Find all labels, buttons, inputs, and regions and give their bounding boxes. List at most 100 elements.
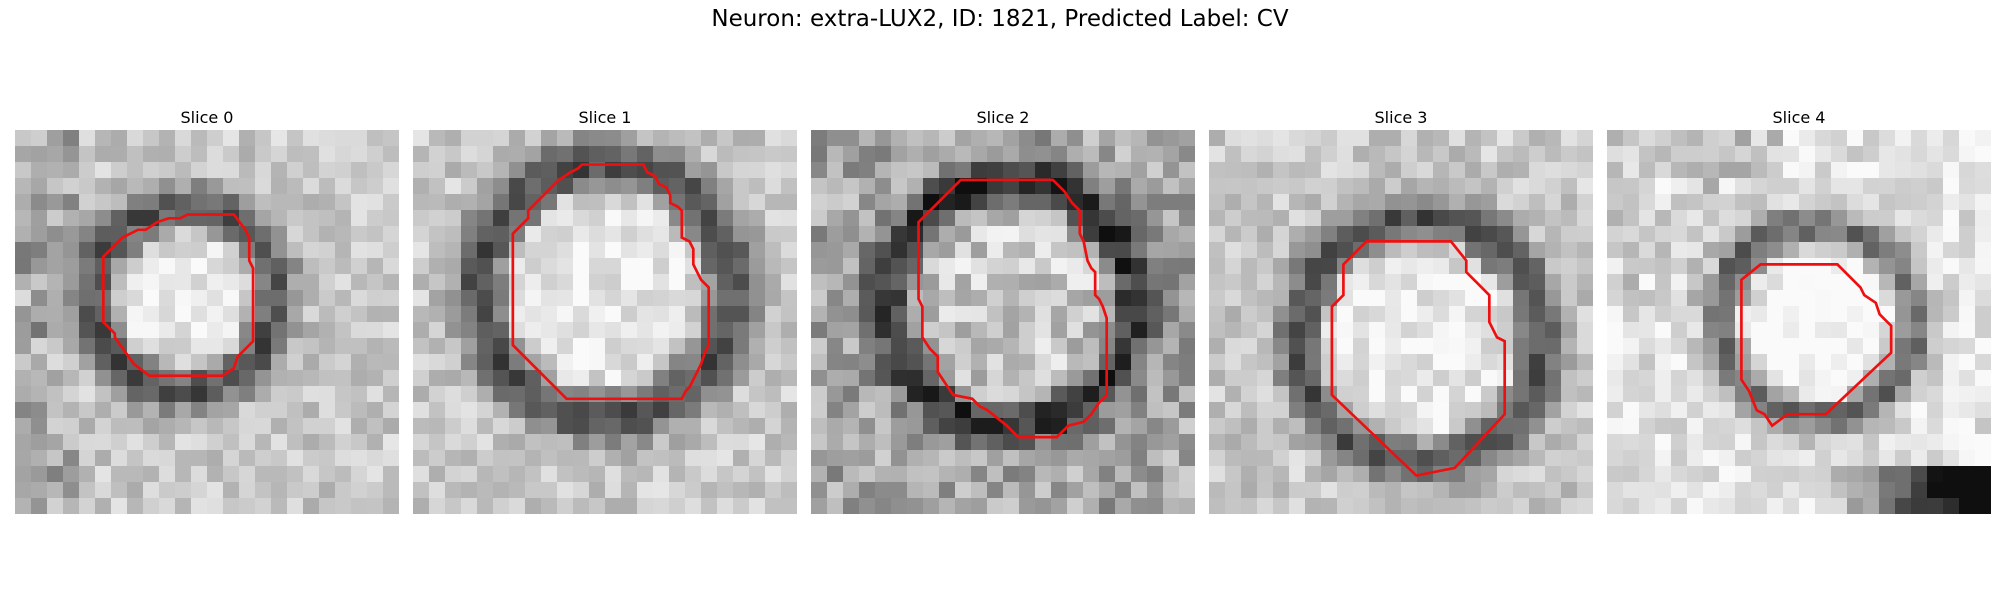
micrograph-pixel xyxy=(1432,178,1450,195)
micrograph-pixel xyxy=(477,161,494,179)
micrograph-pixel xyxy=(955,482,972,499)
micrograph-pixel xyxy=(1273,194,1290,211)
micrograph-pixel xyxy=(1288,290,1306,307)
micrograph-pixel xyxy=(1480,209,1498,227)
micrograph-pixel xyxy=(1288,370,1306,387)
micrograph-pixel xyxy=(842,370,860,387)
micrograph-pixel xyxy=(1003,386,1020,403)
micrograph-pixel xyxy=(1528,418,1546,435)
micrograph-pixel xyxy=(1178,418,1195,435)
micrograph-pixel xyxy=(923,305,940,323)
micrograph-pixel xyxy=(142,338,160,355)
micrograph-pixel xyxy=(653,370,670,387)
micrograph-pixel xyxy=(334,449,352,467)
micrograph-pixel xyxy=(79,401,96,419)
micrograph-pixel xyxy=(175,161,192,179)
micrograph-pixel xyxy=(382,338,399,355)
micrograph-pixel xyxy=(1401,290,1418,307)
slice-title: Slice 1 xyxy=(578,108,632,127)
micrograph-pixel xyxy=(1671,353,1688,371)
micrograph-pixel xyxy=(190,305,208,323)
micrograph-pixel xyxy=(319,370,336,387)
micrograph-pixel xyxy=(1655,418,1672,435)
micrograph-pixel xyxy=(477,290,494,307)
micrograph-pixel xyxy=(986,178,1004,195)
micrograph-pixel xyxy=(444,146,462,163)
micrograph-pixel xyxy=(1240,449,1258,467)
micrograph-pixel xyxy=(1863,322,1880,339)
micrograph-pixel xyxy=(1178,290,1195,307)
micrograph-pixel xyxy=(765,338,782,355)
micrograph-pixel xyxy=(684,161,702,179)
micrograph-pixel xyxy=(827,290,844,307)
micrograph-pixel xyxy=(127,449,144,467)
micrograph-pixel xyxy=(621,434,638,451)
micrograph-pixel xyxy=(765,353,782,371)
micrograph-pixel xyxy=(827,386,844,403)
micrograph-pixel xyxy=(1130,370,1148,387)
micrograph-pixel xyxy=(509,146,526,163)
micrograph-pixel xyxy=(1288,161,1306,179)
micrograph-pixel xyxy=(621,194,638,211)
micrograph-pixel xyxy=(303,418,320,435)
micrograph-pixel xyxy=(1369,146,1386,163)
micrograph-pixel xyxy=(1003,257,1020,275)
micrograph-pixel xyxy=(1163,497,1180,514)
micrograph-pixel xyxy=(159,418,176,435)
micrograph-pixel xyxy=(955,418,972,435)
micrograph-pixel xyxy=(1815,257,1832,275)
micrograph-pixel xyxy=(1034,146,1052,163)
micrograph-pixel xyxy=(1353,353,1370,371)
micrograph-pixel xyxy=(1686,497,1704,514)
micrograph-pixel xyxy=(238,161,256,179)
micrograph-pixel xyxy=(621,257,638,275)
micrograph-pixel xyxy=(938,497,956,514)
micrograph-pixel xyxy=(1305,353,1322,371)
micrograph-pixel xyxy=(1671,449,1688,467)
micrograph-pixel xyxy=(1449,386,1466,403)
micrograph-pixel xyxy=(636,146,654,163)
micrograph-pixel xyxy=(159,194,176,211)
micrograph-pixel xyxy=(1003,194,1020,211)
micrograph-pixel xyxy=(1528,130,1546,147)
micrograph-pixel xyxy=(621,274,638,291)
micrograph-pixel xyxy=(382,482,399,499)
micrograph-pixel xyxy=(1878,305,1896,323)
micrograph-pixel xyxy=(286,146,304,163)
micrograph-pixel xyxy=(334,466,352,483)
micrograph-pixel xyxy=(907,161,924,179)
micrograph-pixel xyxy=(1911,434,1928,451)
micrograph-pixel xyxy=(1911,482,1928,499)
micrograph-pixel xyxy=(1703,497,1720,514)
micrograph-pixel xyxy=(1943,386,1960,403)
micrograph-pixel xyxy=(1528,338,1546,355)
micrograph-pixel xyxy=(1321,497,1338,514)
micrograph-pixel xyxy=(1288,146,1306,163)
micrograph-pixel xyxy=(492,449,510,467)
micrograph-pixel xyxy=(588,146,606,163)
micrograph-pixel xyxy=(382,370,399,387)
micrograph-pixel xyxy=(1257,274,1274,291)
micrograph-pixel xyxy=(1401,418,1418,435)
micrograph-pixel xyxy=(540,482,558,499)
micrograph-pixel xyxy=(1480,274,1498,291)
micrograph-pixel xyxy=(971,130,988,147)
micrograph-pixel xyxy=(907,322,924,339)
micrograph-pixel xyxy=(1815,466,1832,483)
micrograph-pixel xyxy=(1257,338,1274,355)
micrograph-pixel xyxy=(15,242,32,259)
micrograph-pixel xyxy=(190,290,208,307)
micrograph-pixel xyxy=(15,194,32,211)
micrograph-pixel xyxy=(540,242,558,259)
micrograph-pixel xyxy=(605,338,622,355)
micrograph-pixel xyxy=(1638,274,1656,291)
micrograph-pixel xyxy=(1545,418,1562,435)
micrograph-pixel xyxy=(1465,401,1482,419)
micrograph-pixel xyxy=(1051,130,1068,147)
micrograph-pixel xyxy=(859,242,876,259)
micrograph-pixel xyxy=(621,178,638,195)
micrograph-pixel xyxy=(190,209,208,227)
micrograph-pixel xyxy=(429,466,446,483)
micrograph-pixel xyxy=(319,338,336,355)
micrograph-pixel xyxy=(588,194,606,211)
